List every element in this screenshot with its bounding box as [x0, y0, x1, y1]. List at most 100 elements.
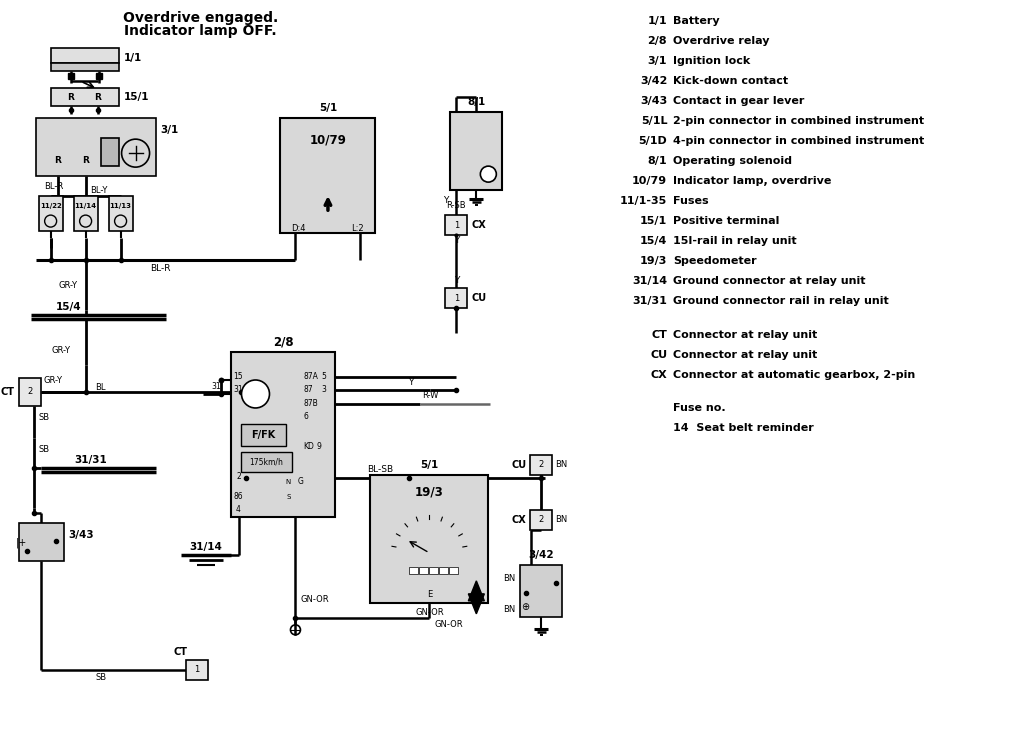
Text: 2: 2 — [539, 516, 544, 525]
Text: D:4: D:4 — [291, 224, 306, 233]
Text: Connector at relay unit: Connector at relay unit — [673, 330, 817, 340]
Polygon shape — [468, 594, 484, 614]
Text: CT: CT — [173, 647, 187, 657]
Text: |+: |+ — [16, 538, 28, 548]
Text: GN-OR: GN-OR — [300, 595, 329, 605]
Text: 14  Seat belt reminder: 14 Seat belt reminder — [673, 423, 814, 433]
Text: 87A: 87A — [303, 373, 318, 382]
Text: 6: 6 — [303, 413, 308, 422]
Text: 15: 15 — [233, 373, 244, 382]
Bar — [230, 352, 336, 517]
Text: R: R — [82, 156, 89, 165]
Text: CX: CX — [650, 370, 668, 380]
Text: Fuses: Fuses — [673, 196, 709, 206]
Text: Indicator lamp OFF.: Indicator lamp OFF. — [124, 24, 276, 39]
Text: SB: SB — [95, 674, 106, 682]
Text: 2-pin connector in combined instrument: 2-pin connector in combined instrument — [673, 116, 925, 126]
Text: 11/14: 11/14 — [75, 203, 96, 209]
Text: 5/1D: 5/1D — [639, 136, 668, 146]
Text: 3/42: 3/42 — [528, 550, 554, 560]
Text: Connector at relay unit: Connector at relay unit — [673, 350, 817, 360]
Bar — [241, 452, 293, 472]
Bar — [100, 138, 119, 166]
Text: Overdrive relay: Overdrive relay — [673, 36, 770, 46]
Text: 87: 87 — [303, 385, 313, 394]
Text: 15/1: 15/1 — [640, 216, 668, 226]
Text: BL: BL — [95, 384, 105, 393]
Text: 15/1: 15/1 — [124, 92, 150, 102]
Text: 31: 31 — [233, 385, 244, 394]
Text: 1: 1 — [454, 293, 459, 302]
Text: 1: 1 — [194, 665, 199, 674]
Text: CT: CT — [651, 330, 668, 340]
Text: Operating solenoid: Operating solenoid — [673, 156, 793, 166]
Text: 3: 3 — [321, 385, 326, 394]
Bar — [520, 565, 562, 617]
Text: 86: 86 — [233, 493, 244, 502]
Text: CT: CT — [1, 387, 14, 397]
Text: R: R — [68, 93, 74, 102]
Text: 31/31: 31/31 — [633, 296, 668, 306]
Text: CU: CU — [471, 293, 486, 303]
Text: F/FK: F/FK — [251, 430, 275, 440]
Text: SB: SB — [39, 445, 50, 454]
Text: BL-Y: BL-Y — [90, 185, 108, 195]
Bar — [445, 215, 467, 235]
Text: 10/79: 10/79 — [632, 176, 668, 186]
Text: CU: CU — [650, 350, 668, 360]
Text: 10/79: 10/79 — [309, 133, 346, 147]
Text: Fuse no.: Fuse no. — [673, 403, 726, 413]
Text: BL-R: BL-R — [151, 264, 171, 273]
Text: Y: Y — [454, 276, 459, 285]
Text: G: G — [298, 477, 303, 486]
Text: BN: BN — [503, 574, 515, 583]
Text: BL-SB: BL-SB — [368, 465, 393, 474]
Text: 9: 9 — [316, 442, 321, 451]
Text: Y: Y — [442, 196, 449, 205]
Text: 4-pin connector in combined instrument: 4-pin connector in combined instrument — [673, 136, 925, 146]
Text: Ignition lock: Ignition lock — [673, 56, 751, 66]
Text: 15/4: 15/4 — [55, 302, 81, 312]
Text: 11/22: 11/22 — [40, 203, 61, 209]
Text: 1/1: 1/1 — [647, 16, 668, 26]
Text: 15/4: 15/4 — [640, 236, 668, 246]
Text: 1/1: 1/1 — [124, 53, 142, 63]
Text: Contact in gear lever: Contact in gear lever — [673, 96, 805, 106]
Text: 2: 2 — [539, 460, 544, 470]
Text: 4: 4 — [237, 505, 241, 514]
Text: Ground connector rail in relay unit: Ground connector rail in relay unit — [673, 296, 889, 306]
Bar — [410, 567, 419, 574]
Text: 31/14: 31/14 — [632, 276, 668, 286]
Text: GR-Y: GR-Y — [58, 281, 77, 290]
Text: 31/14: 31/14 — [189, 542, 222, 552]
Text: Connector at automatic gearbox, 2-pin: Connector at automatic gearbox, 2-pin — [673, 370, 915, 380]
Bar — [281, 118, 376, 233]
Text: 5: 5 — [321, 373, 326, 382]
Text: 1: 1 — [454, 221, 459, 230]
Text: GR-Y: GR-Y — [44, 376, 62, 385]
Text: E: E — [427, 591, 432, 599]
Text: Kick-down contact: Kick-down contact — [673, 76, 788, 86]
Text: Overdrive engaged.: Overdrive engaged. — [123, 11, 279, 25]
Bar — [185, 659, 208, 679]
Text: SB: SB — [39, 413, 50, 422]
Bar — [109, 196, 132, 231]
Text: 3/42: 3/42 — [640, 76, 668, 86]
Polygon shape — [468, 581, 484, 601]
Bar — [50, 48, 119, 63]
Text: 3/1: 3/1 — [161, 125, 179, 135]
Text: GN-OR: GN-OR — [434, 620, 463, 629]
Text: Speedometer: Speedometer — [673, 256, 757, 266]
Text: N: N — [286, 479, 291, 485]
Bar — [50, 63, 119, 71]
Text: 2/8: 2/8 — [272, 336, 293, 348]
Bar — [530, 455, 552, 475]
Text: Y: Y — [454, 236, 459, 245]
Text: 3/43: 3/43 — [69, 530, 94, 540]
Text: 175km/h: 175km/h — [250, 457, 284, 466]
Circle shape — [480, 166, 497, 182]
Text: 5/1: 5/1 — [420, 460, 438, 470]
Bar — [420, 567, 428, 574]
Text: 87B: 87B — [303, 399, 318, 408]
Text: Indicator lamp, overdrive: Indicator lamp, overdrive — [673, 176, 831, 186]
